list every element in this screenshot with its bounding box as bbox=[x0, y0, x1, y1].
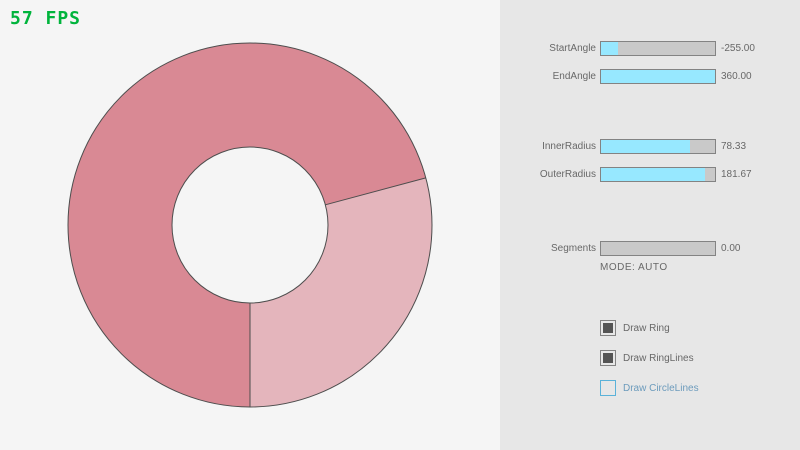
start-angle-label: StartAngle bbox=[549, 43, 596, 54]
outer-radius-slider[interactable] bbox=[600, 167, 716, 182]
segments-row: Segments 0.00 bbox=[500, 241, 800, 256]
draw-circlelines-checkbox[interactable] bbox=[600, 380, 616, 396]
inner-radius-value: 78.33 bbox=[721, 141, 747, 152]
segments-value: 0.00 bbox=[721, 243, 741, 254]
end-angle-label: EndAngle bbox=[552, 71, 596, 82]
outer-radius-row: OuterRadius 181.67 bbox=[500, 167, 800, 182]
inner-radius-slider-fill bbox=[601, 140, 690, 153]
segments-label: Segments bbox=[550, 243, 596, 254]
ring-line-end bbox=[325, 177, 426, 206]
outer-radius-label: OuterRadius bbox=[539, 169, 596, 180]
draw-ring-checkbox[interactable] bbox=[600, 320, 616, 336]
end-angle-slider[interactable] bbox=[600, 69, 716, 84]
start-angle-row: StartAngle -255.00 bbox=[500, 41, 800, 56]
draw-ringlines-row: Draw RingLines bbox=[600, 350, 694, 366]
draw-ringlines-label: Draw RingLines bbox=[623, 352, 694, 364]
inner-radius-row: InnerRadius 78.33 bbox=[500, 139, 800, 154]
end-angle-value: 360.00 bbox=[721, 71, 752, 82]
start-angle-slider-fill bbox=[601, 42, 619, 55]
draw-circlelines-row: Draw CircleLines bbox=[600, 380, 699, 396]
end-angle-slider-fill bbox=[601, 70, 715, 83]
segments-mode-label: MODE: AUTO bbox=[600, 262, 668, 273]
ring-segment-dark bbox=[68, 42, 426, 407]
draw-ringlines-checkbox[interactable] bbox=[600, 350, 616, 366]
start-angle-slider[interactable] bbox=[600, 41, 716, 56]
draw-ring-label: Draw Ring bbox=[623, 322, 670, 334]
segments-slider[interactable] bbox=[600, 241, 716, 256]
render-canvas: 57 FPS bbox=[10, 8, 433, 408]
ring-outline-inner bbox=[171, 146, 329, 304]
outer-radius-slider-fill bbox=[601, 168, 705, 181]
draw-ring-row: Draw Ring bbox=[600, 320, 670, 336]
fps-counter: 57 FPS bbox=[10, 8, 82, 29]
outer-radius-value: 181.67 bbox=[721, 169, 752, 180]
controls-panel: StartAngle -255.00 EndAngle 360.00 Inner… bbox=[500, 0, 800, 450]
end-angle-row: EndAngle 360.00 bbox=[500, 69, 800, 84]
start-angle-value: -255.00 bbox=[721, 43, 755, 54]
ring-segment-light bbox=[250, 177, 433, 408]
inner-radius-slider[interactable] bbox=[600, 139, 716, 154]
inner-radius-label: InnerRadius bbox=[542, 141, 596, 152]
draw-circlelines-label: Draw CircleLines bbox=[623, 382, 699, 394]
ring-drawing bbox=[67, 42, 433, 408]
